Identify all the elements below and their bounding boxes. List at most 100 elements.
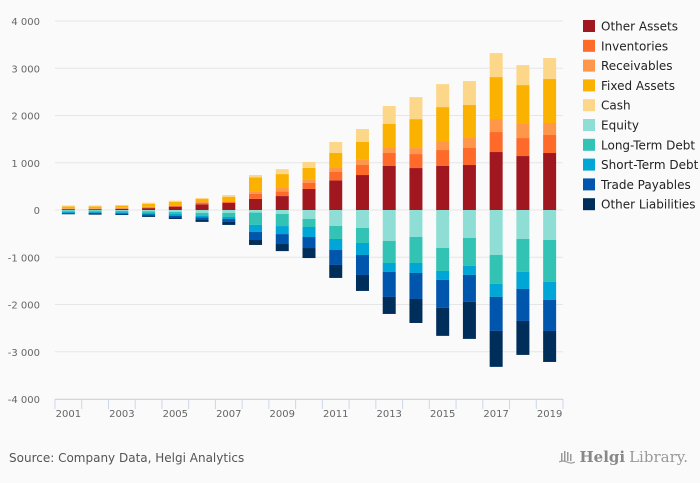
bar-segment-equity-2006 (195, 210, 209, 213)
legend-label: Inventories (601, 39, 668, 53)
bar-segment-long-term-debt-2019 (543, 240, 557, 282)
bar-segment-cash-2013 (382, 106, 396, 125)
bar-group-2016 (462, 81, 476, 339)
bar-segment-equity-2004 (142, 210, 156, 212)
bar-segment-equity-2005 (168, 210, 182, 212)
bar-segment-trade-payables-2010 (302, 237, 316, 249)
bar-segment-equity-2019 (543, 210, 557, 241)
stacked-bar-chart: 4 000 3 000 2 000 1 000 0 -1 000 -2 000 -3 000 -… (8, 17, 699, 420)
bar-segment-inventories-2017 (489, 132, 503, 153)
bar-segment-short-term-debt-2018 (516, 271, 530, 289)
y-tick-label: 0 (34, 206, 40, 217)
legend-item[interactable]: Long-Term Debt (583, 138, 695, 152)
legend-item[interactable]: Receivables (583, 59, 673, 73)
bar-segment-other-liabilities-2005 (168, 217, 182, 219)
bar-group-2001 (61, 205, 75, 215)
legend-label: Receivables (601, 59, 673, 73)
legend-item[interactable]: Trade Payables (583, 178, 691, 192)
legend-item[interactable]: Fixed Assets (583, 79, 675, 93)
bar-group-2010 (302, 161, 316, 259)
bar-segment-long-term-debt-2014 (409, 236, 423, 263)
legend-item[interactable]: Inventories (583, 39, 668, 53)
bar-segment-cash-2009 (275, 169, 289, 175)
legend-item[interactable]: Short-Term Debt (583, 158, 699, 172)
legend-item[interactable]: Equity (583, 119, 639, 133)
bar-segment-cash-2016 (462, 81, 476, 106)
x-axis: 2001 2003 2005 2007 2009 2011 2013 2015 2017 2019 (54, 399, 564, 420)
bar-segment-trade-payables-2014 (409, 272, 423, 299)
legend-swatch (583, 138, 595, 151)
bar-segment-short-term-debt-2006 (195, 215, 209, 218)
bar-segment-other-liabilities-2015 (436, 307, 450, 336)
bar-segment-long-term-debt-2003 (115, 210, 129, 213)
bar-segment-fixed-assets-2005 (168, 201, 182, 206)
bar-segment-receivables-2013 (382, 148, 396, 154)
bar-group-2009 (275, 169, 289, 252)
y-tick-label: 4 000 (11, 17, 40, 28)
bar-segment-fixed-assets-2003 (115, 205, 129, 208)
bar-group-2011 (329, 142, 343, 278)
bar-segment-inventories-2013 (382, 153, 396, 167)
bar-segment-other-liabilities-2002 (88, 214, 102, 215)
bar-segment-short-term-debt-2005 (168, 214, 182, 216)
bar-segment-short-term-debt-2016 (462, 265, 476, 275)
bar-segment-trade-payables-2002 (88, 212, 102, 215)
legend-swatch (583, 119, 595, 131)
y-tick-label: 2 000 (11, 112, 40, 123)
bar-group-2002 (88, 205, 102, 215)
bar-segment-fixed-assets-2011 (329, 153, 343, 168)
bar-segment-cash-2002 (88, 205, 102, 207)
bar-segment-short-term-debt-2003 (115, 212, 129, 214)
bar-segment-cash-2012 (355, 129, 369, 143)
bar-segment-short-term-debt-2013 (382, 262, 396, 272)
bar-segment-inventories-2018 (516, 138, 530, 157)
bar-segment-equity-2014 (409, 210, 423, 237)
bar-segment-cash-2003 (115, 204, 129, 206)
legend-item[interactable]: Cash (583, 99, 631, 113)
bar-segment-fixed-assets-2015 (436, 107, 450, 142)
legend-item[interactable]: Other Assets (583, 20, 678, 34)
bar-segment-trade-payables-2007 (222, 218, 236, 222)
bar-segment-trade-payables-2016 (462, 274, 476, 302)
bar-segment-fixed-assets-2013 (382, 124, 396, 149)
bar-segment-long-term-debt-2009 (275, 214, 289, 227)
helgi-library-logo[interactable]: Helgi Library. (559, 448, 688, 466)
bar-segment-other-liabilities-2011 (329, 264, 343, 278)
bar-group-2019 (543, 58, 557, 362)
y-tick-label: 1 000 (11, 159, 40, 170)
bar-segment-equity-2016 (462, 210, 476, 238)
bar-segment-trade-payables-2001 (61, 212, 75, 214)
bar-segment-equity-2009 (275, 210, 289, 215)
bar-segment-cash-2014 (409, 97, 423, 120)
legend-swatch (583, 59, 595, 72)
bar-segment-cash-2018 (516, 65, 530, 86)
bar-segment-cash-2004 (142, 202, 156, 204)
bar-segment-inventories-2009 (275, 191, 289, 197)
bar-segment-long-term-debt-2001 (61, 210, 75, 212)
bar-segment-equity-2010 (302, 210, 316, 219)
legend-swatch (583, 39, 595, 52)
bar-segment-fixed-assets-2010 (302, 167, 316, 180)
y-tick-label: 3 000 (11, 64, 40, 75)
bar-segment-receivables-2007 (222, 201, 236, 203)
bar-segment-equity-2013 (382, 210, 396, 241)
bar-segment-trade-payables-2003 (115, 213, 129, 215)
x-tick-label: 2007 (216, 409, 241, 420)
bar-segment-equity-2008 (249, 210, 263, 213)
legend-label: Short-Term Debt (601, 158, 699, 172)
bar-segment-other-assets-2014 (409, 168, 423, 210)
bar-segment-other-liabilities-2006 (195, 219, 209, 222)
bar-segment-cash-2008 (249, 175, 263, 178)
legend-label: Other Assets (601, 20, 678, 34)
x-tick-label: 2011 (323, 409, 348, 420)
bar-segment-fixed-assets-2001 (61, 206, 75, 209)
bar-segment-cash-2017 (489, 53, 503, 78)
bar-segment-receivables-2018 (516, 123, 530, 139)
bar-segment-trade-payables-2008 (249, 231, 263, 241)
bar-segment-cash-2015 (436, 84, 450, 108)
bar-segment-fixed-assets-2019 (543, 79, 557, 124)
bar-segment-other-assets-2012 (355, 175, 369, 210)
legend-item[interactable]: Other Liabilities (583, 198, 696, 212)
bar-segment-other-liabilities-2013 (382, 296, 396, 314)
bar-segment-long-term-debt-2016 (462, 237, 476, 266)
